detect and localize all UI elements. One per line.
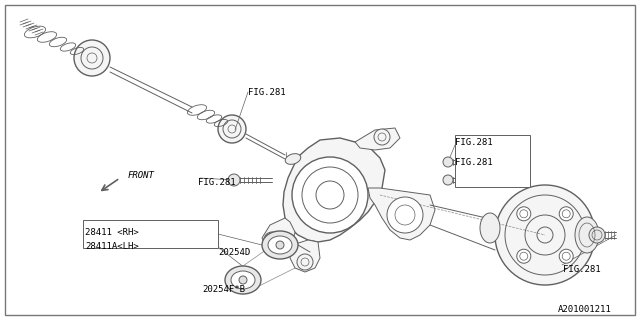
Text: 20254F*B: 20254F*B (202, 285, 245, 294)
Circle shape (264, 232, 280, 248)
Text: FIG.281: FIG.281 (455, 158, 493, 167)
Circle shape (387, 197, 423, 233)
Polygon shape (262, 218, 295, 252)
FancyBboxPatch shape (455, 135, 530, 187)
Circle shape (443, 175, 453, 185)
Circle shape (516, 249, 531, 263)
Text: 28411A<LH>: 28411A<LH> (85, 242, 139, 251)
Circle shape (559, 249, 573, 263)
Text: A201001211: A201001211 (558, 305, 612, 314)
Circle shape (516, 207, 531, 221)
Circle shape (374, 129, 390, 145)
Ellipse shape (268, 236, 292, 254)
Text: FIG.281: FIG.281 (455, 138, 493, 147)
Text: FRONT: FRONT (128, 171, 155, 180)
Circle shape (297, 254, 313, 270)
Circle shape (239, 276, 247, 284)
Circle shape (74, 40, 110, 76)
Ellipse shape (480, 213, 500, 243)
Ellipse shape (575, 217, 599, 253)
Polygon shape (290, 240, 320, 272)
Circle shape (495, 185, 595, 285)
Ellipse shape (285, 154, 301, 164)
Circle shape (276, 241, 284, 249)
Text: FIG.281: FIG.281 (198, 178, 236, 187)
Polygon shape (283, 138, 385, 242)
Text: FIG.281: FIG.281 (248, 88, 285, 97)
Text: 28411 <RH>: 28411 <RH> (85, 228, 139, 237)
Polygon shape (368, 188, 435, 240)
Ellipse shape (225, 266, 261, 294)
Circle shape (589, 227, 605, 243)
Circle shape (443, 157, 453, 167)
Text: FIG.281: FIG.281 (563, 265, 600, 274)
FancyBboxPatch shape (83, 220, 218, 248)
Text: 20254D: 20254D (218, 248, 250, 257)
Circle shape (218, 115, 246, 143)
Polygon shape (355, 128, 400, 150)
Circle shape (228, 174, 240, 186)
Circle shape (292, 157, 368, 233)
Circle shape (559, 207, 573, 221)
Ellipse shape (231, 271, 255, 289)
Ellipse shape (262, 231, 298, 259)
